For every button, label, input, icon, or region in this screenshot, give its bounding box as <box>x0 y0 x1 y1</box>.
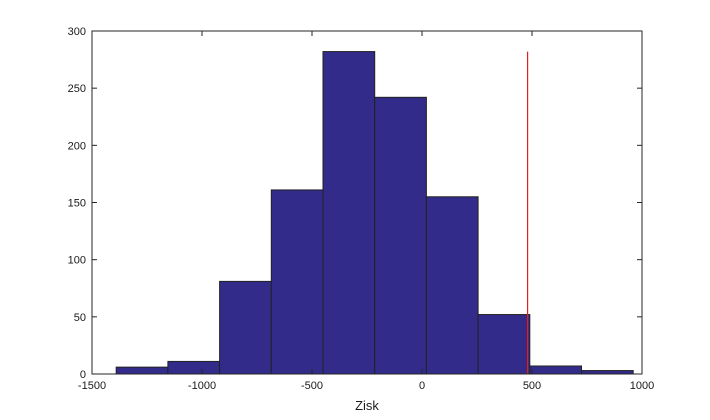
histogram-bar-2 <box>167 360 221 375</box>
x-tick-label: 500 <box>523 380 541 392</box>
histogram-bar-8 <box>477 314 531 375</box>
y-tick-label: 50 <box>74 312 86 324</box>
x-tick-label: 1000 <box>630 380 654 392</box>
y-tick-label: 200 <box>68 140 86 152</box>
histogram-bar-6 <box>374 96 427 375</box>
x-tick-label: -1500 <box>78 380 106 392</box>
x-axis-title: Zisk <box>355 398 379 413</box>
histogram-bars <box>115 51 634 375</box>
x-tick-label: 0 <box>419 380 425 392</box>
y-axis-ticks: 0 50 100 150 200 250 300 <box>68 26 642 381</box>
histogram-bar-10 <box>581 370 634 375</box>
y-tick-label: 300 <box>68 26 86 38</box>
histogram-bar-1 <box>115 366 169 375</box>
histogram-bar-4 <box>270 189 324 375</box>
y-tick-label: 0 <box>80 369 86 381</box>
x-tick-label: -1000 <box>188 380 216 392</box>
x-tick-label: -500 <box>301 380 323 392</box>
y-tick-label: 100 <box>68 255 86 267</box>
y-tick-label: 150 <box>68 198 86 210</box>
histogram-bar-9 <box>529 365 582 375</box>
histogram-bar-5 <box>322 51 376 375</box>
x-axis-ticks: -1500 -1000 -500 0 500 1000 <box>78 31 654 392</box>
histogram-bar-7 <box>425 196 479 375</box>
y-tick-label: 250 <box>68 83 86 95</box>
histogram-bar-3 <box>219 280 272 375</box>
